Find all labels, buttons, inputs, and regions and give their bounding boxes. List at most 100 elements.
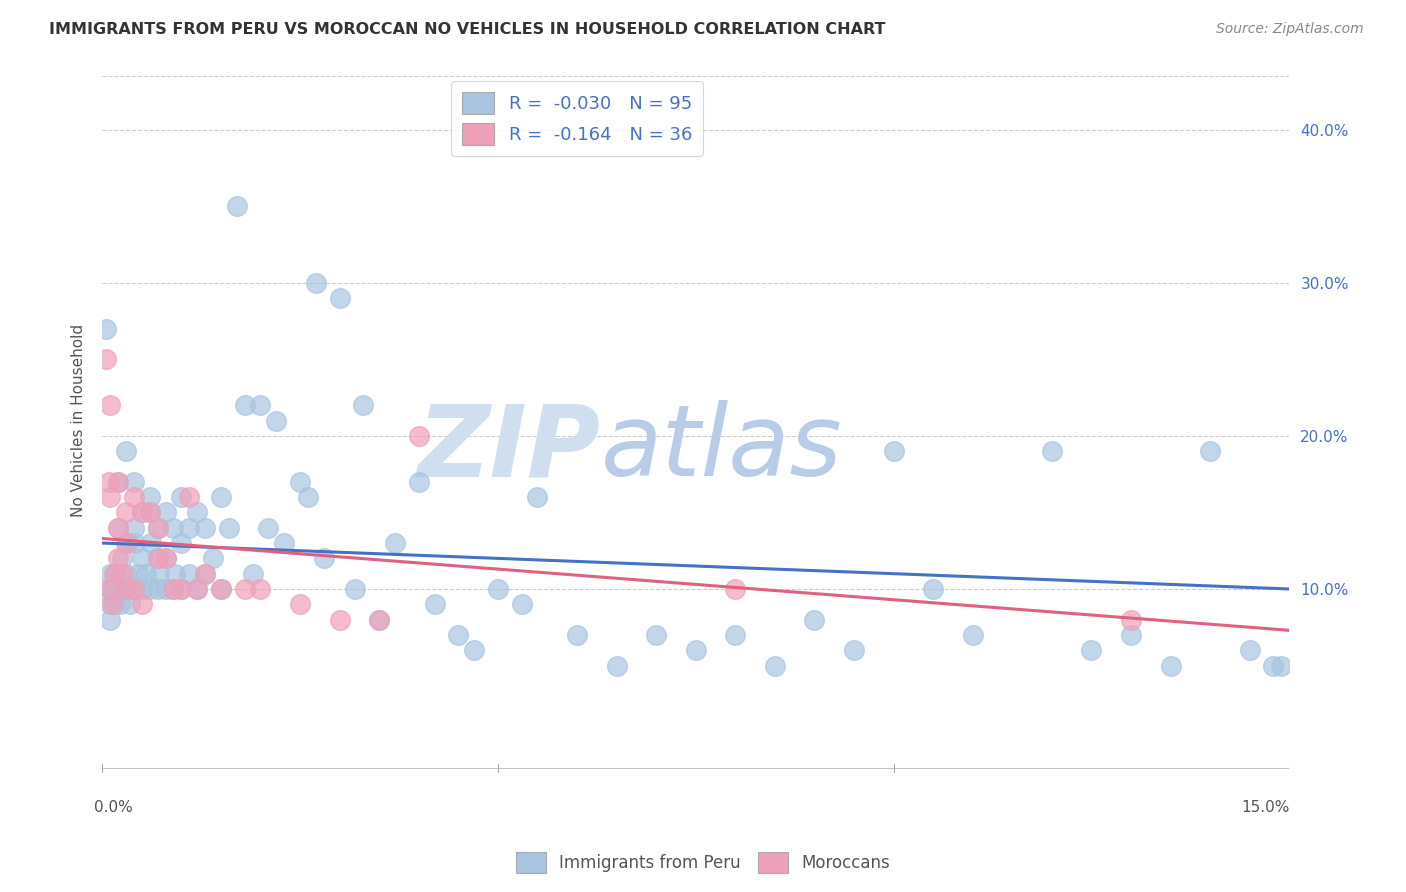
Point xyxy=(98,597,121,611)
Point xyxy=(96,322,118,336)
Point xyxy=(163,566,186,581)
Point xyxy=(115,444,138,458)
Point xyxy=(100,597,122,611)
Point xyxy=(162,582,184,596)
Text: IMMIGRANTS FROM PERU VS MOROCCAN NO VEHICLES IN HOUSEHOLD CORRELATION CHART: IMMIGRANTS FROM PERU VS MOROCCAN NO VEHI… xyxy=(49,22,886,37)
Point xyxy=(179,521,201,535)
Point xyxy=(170,490,193,504)
Point xyxy=(179,566,201,581)
Point xyxy=(103,597,125,611)
Point xyxy=(115,536,138,550)
Point xyxy=(266,414,288,428)
Point xyxy=(97,582,120,596)
Point xyxy=(179,490,201,504)
Text: Source: ZipAtlas.com: Source: ZipAtlas.com xyxy=(1216,22,1364,37)
Point xyxy=(162,582,184,596)
Point xyxy=(225,199,247,213)
Point xyxy=(186,582,208,596)
Point xyxy=(111,551,134,566)
Point xyxy=(131,505,153,519)
Point xyxy=(146,551,169,566)
Point xyxy=(131,582,153,596)
Point xyxy=(155,505,177,519)
Point xyxy=(883,444,905,458)
Point xyxy=(384,536,406,550)
Point xyxy=(146,582,169,596)
Point xyxy=(526,490,548,504)
Point xyxy=(131,597,153,611)
Point xyxy=(305,276,328,290)
Point xyxy=(107,475,129,489)
Point xyxy=(1239,643,1261,657)
Point xyxy=(122,490,145,504)
Point xyxy=(135,566,157,581)
Point xyxy=(107,551,129,566)
Point xyxy=(186,582,208,596)
Point xyxy=(122,521,145,535)
Legend: Immigrants from Peru, Moroccans: Immigrants from Peru, Moroccans xyxy=(509,846,897,880)
Point xyxy=(127,566,149,581)
Point xyxy=(100,582,122,596)
Point xyxy=(1119,628,1142,642)
Point xyxy=(201,551,224,566)
Point xyxy=(138,505,160,519)
Point xyxy=(115,582,138,596)
Point xyxy=(209,582,232,596)
Point xyxy=(155,582,177,596)
Point xyxy=(1160,658,1182,673)
Point xyxy=(724,628,747,642)
Point xyxy=(115,505,138,519)
Point xyxy=(352,398,374,412)
Point xyxy=(138,490,160,504)
Point xyxy=(105,566,128,581)
Point xyxy=(107,521,129,535)
Point xyxy=(922,582,945,596)
Point xyxy=(606,658,628,673)
Point xyxy=(312,551,335,566)
Point xyxy=(111,566,134,581)
Point xyxy=(131,551,153,566)
Point xyxy=(98,582,121,596)
Point xyxy=(148,566,170,581)
Point xyxy=(98,398,121,412)
Point xyxy=(122,475,145,489)
Point xyxy=(141,536,163,550)
Point xyxy=(98,613,121,627)
Point xyxy=(803,613,825,627)
Text: 15.0%: 15.0% xyxy=(1241,800,1289,815)
Point xyxy=(962,628,984,642)
Point xyxy=(138,505,160,519)
Point xyxy=(565,628,588,642)
Point xyxy=(98,566,121,581)
Point xyxy=(249,398,271,412)
Point xyxy=(510,597,533,611)
Point xyxy=(209,490,232,504)
Point xyxy=(344,582,367,596)
Point xyxy=(408,475,430,489)
Point xyxy=(724,582,747,596)
Point xyxy=(329,613,352,627)
Point xyxy=(1040,444,1063,458)
Point xyxy=(486,582,509,596)
Point xyxy=(115,582,138,596)
Point xyxy=(257,521,280,535)
Point xyxy=(122,582,145,596)
Point xyxy=(842,643,865,657)
Point xyxy=(96,352,118,367)
Point xyxy=(194,566,217,581)
Point xyxy=(645,628,668,642)
Point xyxy=(118,597,141,611)
Point xyxy=(155,551,177,566)
Point xyxy=(108,597,131,611)
Point xyxy=(155,551,177,566)
Point xyxy=(368,613,391,627)
Point xyxy=(288,597,311,611)
Point xyxy=(1119,613,1142,627)
Point xyxy=(97,475,120,489)
Point xyxy=(368,613,391,627)
Text: atlas: atlas xyxy=(600,401,842,497)
Point xyxy=(1199,444,1222,458)
Point xyxy=(194,521,217,535)
Point xyxy=(117,536,139,550)
Point xyxy=(408,429,430,443)
